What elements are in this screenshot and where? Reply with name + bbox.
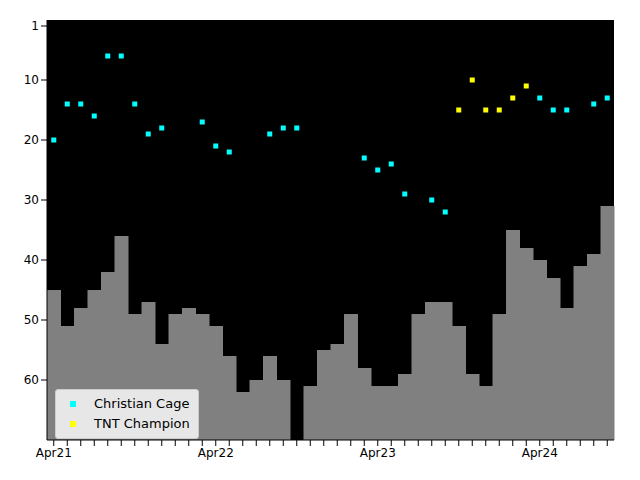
svg-text:50: 50 xyxy=(24,313,39,327)
svg-text:10: 10 xyxy=(24,73,39,87)
svg-text:Apr22: Apr22 xyxy=(198,446,234,460)
svg-text:60: 60 xyxy=(24,373,39,387)
html-text:TNT Champion: TNT Champion xyxy=(94,416,190,431)
svg-text:Apr21: Apr21 xyxy=(36,446,72,460)
html-text:Christian Cage: Christian Cage xyxy=(94,396,190,411)
svg-text:20: 20 xyxy=(24,133,39,147)
svg-text:1: 1 xyxy=(31,19,39,33)
svg-text:40: 40 xyxy=(24,253,39,267)
svg-text:30: 30 xyxy=(24,193,39,207)
svg-text:Apr24: Apr24 xyxy=(522,446,558,460)
svg-text:Apr23: Apr23 xyxy=(360,446,396,460)
